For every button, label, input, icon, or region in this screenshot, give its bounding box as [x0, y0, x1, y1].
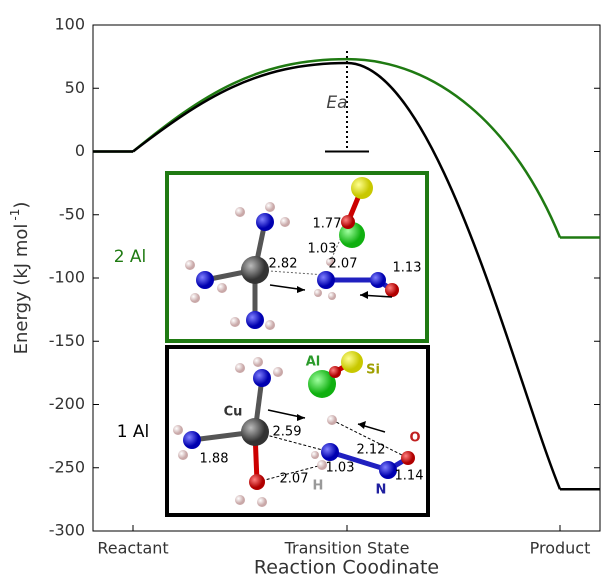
bond-length: 1.88 [200, 452, 229, 467]
bond-length: 1.77 [313, 217, 342, 232]
y-tick-label: -200 [49, 394, 85, 413]
bond-length: 1.03 [326, 461, 355, 476]
bond-length: 2.59 [273, 425, 302, 440]
x-tick-label: Product [530, 539, 591, 558]
series-label: 2 Al [114, 247, 147, 267]
chart: -300 -250 -200 -150 -100 -50 0 50 100 Reactant Tra… [0, 0, 602, 580]
y-axis-label-close: ) [11, 202, 32, 209]
x-tick-label: Transition State [284, 539, 410, 558]
y-tick-label: -300 [49, 521, 85, 540]
atom-label: Cu [224, 405, 243, 420]
y-axis-label-text: Energy (kJ mol [11, 224, 32, 355]
y-tick-label: -150 [49, 331, 85, 350]
bond-length: 2.12 [357, 443, 386, 458]
bond-length: 2.07 [329, 257, 358, 272]
x-tick-label: Reactant [97, 539, 168, 558]
y-tick-label: -50 [59, 204, 85, 223]
x-axis-label: Reaction Coodinate [254, 557, 439, 579]
y-tick-label: 50 [65, 78, 85, 97]
atom-label: O [409, 431, 420, 446]
bond-length: 1.03 [308, 242, 337, 257]
atom-label: Al [306, 355, 321, 370]
series-label: 1 Al [117, 422, 150, 442]
bond-length: 2.07 [280, 472, 309, 487]
y-tick-label: -250 [49, 457, 85, 476]
y-tick-label: 100 [54, 15, 85, 34]
atom-label: N [376, 483, 387, 498]
bond-length: 2.82 [269, 257, 298, 272]
bond-length: 1.14 [395, 469, 424, 484]
y-axis-label: Energy (kJ mol -1) [8, 202, 33, 355]
bond-length: 1.13 [393, 261, 422, 276]
atom-label: Si [366, 363, 380, 378]
y-tick-label: 0 [75, 141, 85, 160]
y-axis-label-sup: -1 [8, 209, 22, 221]
y-tick-label: -100 [49, 268, 85, 287]
atom-label: H [313, 479, 324, 494]
ea-label: Ea [326, 93, 347, 113]
